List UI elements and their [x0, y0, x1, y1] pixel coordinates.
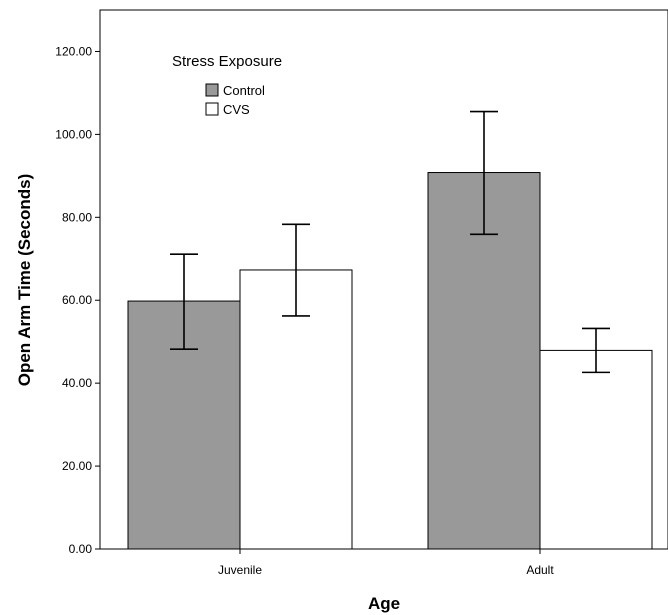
y-tick-label: 60.00: [62, 293, 92, 307]
bar: [427, 172, 541, 550]
legend-swatch-control: [205, 83, 219, 97]
y-tick-label: 0.00: [69, 542, 93, 556]
y-axis-title: Open Arm Time (Seconds): [15, 174, 34, 387]
error-bars: [170, 110, 610, 374]
y-tick-label: 40.00: [62, 376, 92, 390]
axes: 0.00 20.00 40.00 60.00 80.00 100.00 120.00 Juve…: [55, 44, 554, 577]
x-tick-label: Juvenile: [218, 563, 262, 577]
x-tick-label: Adult: [526, 563, 554, 577]
y-tick-label: 120.00: [55, 44, 92, 58]
legend: Stress Exposure Control CVS: [172, 53, 282, 117]
legend-label-control: Control: [223, 83, 265, 98]
bar: [539, 349, 653, 550]
x-axis-title: Age: [368, 594, 400, 613]
legend-swatch-cvs: [205, 102, 219, 116]
legend-label-cvs: CVS: [223, 102, 250, 117]
legend-title: Stress Exposure: [172, 53, 282, 70]
y-tick-label: 20.00: [62, 459, 92, 473]
y-tick-label: 100.00: [55, 127, 92, 141]
y-tick-label: 80.00: [62, 210, 92, 224]
